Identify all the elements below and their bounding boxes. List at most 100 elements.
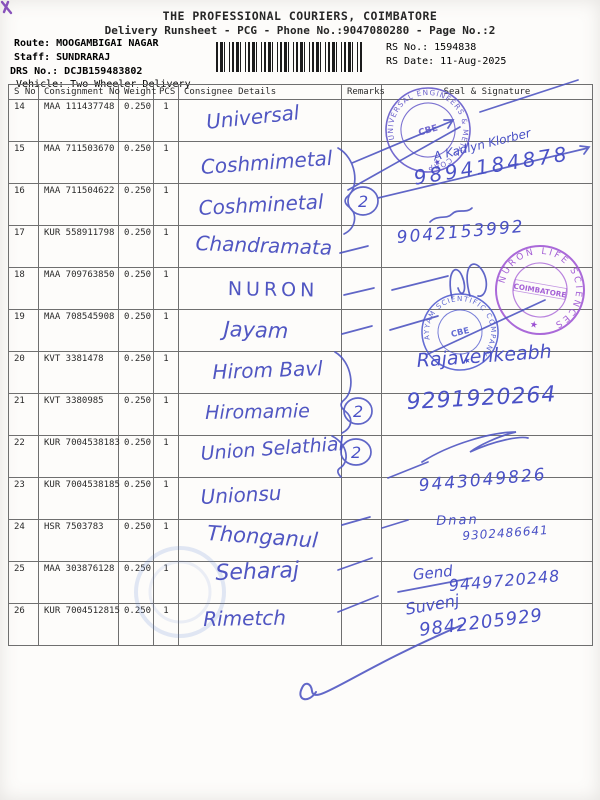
seal-cell — [382, 184, 593, 226]
weight-cell: 0.250 — [119, 352, 154, 394]
remarks-cell — [342, 142, 382, 184]
sno-cell: 19 — [9, 310, 39, 352]
pcs-cell: 1 — [154, 268, 179, 310]
drs-number: DRS No.: DCJB159483802 — [10, 66, 143, 77]
consignment-cell: MAA 711504622 — [39, 184, 119, 226]
weight-cell: 0.250 — [119, 562, 154, 604]
consignment-cell: HSR 7503783 — [39, 520, 119, 562]
staff-label: Staff: SUNDRARAJ — [14, 52, 111, 63]
star-icon: ★ — [433, 157, 442, 168]
star-icon: ★ — [463, 355, 472, 365]
remarks-cell — [342, 100, 382, 142]
remarks-cell — [342, 226, 382, 268]
pcs-cell: 1 — [154, 100, 179, 142]
sno-cell: 18 — [9, 268, 39, 310]
pcs-cell: 1 — [154, 394, 179, 436]
sno-cell: 17 — [9, 226, 39, 268]
col-header-sno: S No — [9, 85, 39, 100]
sno-cell: 26 — [9, 604, 39, 646]
seal-cell — [382, 310, 593, 352]
seal-cell — [382, 226, 593, 268]
consignee-cell — [179, 226, 342, 268]
remarks-cell — [342, 562, 382, 604]
weight-cell: 0.250 — [119, 310, 154, 352]
consignee-cell — [179, 520, 342, 562]
consignment-cell: MAA 709763850 — [39, 268, 119, 310]
remarks-cell — [342, 310, 382, 352]
pcs-cell: 1 — [154, 562, 179, 604]
remarks-cell — [342, 436, 382, 478]
weight-cell: 0.250 — [119, 142, 154, 184]
seal-cell — [382, 100, 593, 142]
pen-strokes — [0, 0, 591, 701]
consignee-cell — [179, 352, 342, 394]
consignment-cell: KUR 7004538185 — [39, 478, 120, 520]
pcs-cell: 1 — [154, 184, 179, 226]
consignment-cell: MAA 111437748 — [39, 100, 119, 142]
nuron-life-sciences-stamp: NURON LIFE SCIENCES COIMBATORE ★ — [491, 240, 590, 335]
consignment-cell: MAA 708545908 — [39, 310, 119, 352]
sno-cell: 15 — [9, 142, 39, 184]
weight-cell: 0.250 — [119, 436, 154, 478]
barcode — [216, 42, 362, 72]
consignee-cell — [179, 142, 342, 184]
consignment-cell: KVT 3381478 — [39, 352, 119, 394]
consignee-cell — [179, 394, 342, 436]
sno-cell: 25 — [9, 562, 39, 604]
pcs-cell: 1 — [154, 604, 179, 646]
consignee-cell — [179, 100, 342, 142]
remarks-cell — [342, 394, 382, 436]
weight-cell: 0.250 — [119, 520, 154, 562]
remarks-cell — [342, 268, 382, 310]
consignment-cell: KVT 3380985 — [39, 394, 119, 436]
page-subtitle: Delivery Runsheet - PCG - Phone No.:9047… — [104, 24, 496, 37]
weight-cell: 0.250 — [119, 226, 154, 268]
pcs-cell: 1 — [154, 310, 179, 352]
seal-cell — [382, 352, 593, 394]
consignee-cell — [179, 478, 342, 520]
consignment-cell: MAA 303876128 — [39, 562, 119, 604]
pcs-cell: 1 — [154, 142, 179, 184]
runsheet-table: S No Consignment No Weight PCS Consignee… — [8, 84, 593, 646]
consignment-cell: KUR 7004512815 — [39, 604, 120, 646]
weight-cell: 0.250 — [119, 100, 154, 142]
pcs-cell: 1 — [154, 436, 179, 478]
sno-cell: 23 — [9, 478, 39, 520]
weight-cell: 0.250 — [119, 268, 154, 310]
weight-cell: 0.250 — [119, 478, 154, 520]
weight-cell: 0.250 — [119, 394, 154, 436]
col-header-consignment: Consignment No — [39, 85, 120, 100]
pcs-cell: 1 — [154, 352, 179, 394]
consignee-cell — [179, 184, 342, 226]
consignee-cell — [179, 604, 342, 646]
col-header-pcs: PCS — [154, 85, 179, 100]
remarks-cell — [342, 352, 382, 394]
seal-cell — [382, 520, 593, 562]
pcs-cell: 1 — [154, 520, 179, 562]
sno-cell: 20 — [9, 352, 39, 394]
route-label: Route: MOOGAMBIGAI NAGAR — [14, 38, 159, 49]
col-header-weight: Weight — [119, 85, 157, 100]
star-icon: ★ — [529, 320, 539, 331]
rs-date: RS Date: 11-Aug-2025 — [386, 56, 507, 67]
col-header-consignee: Consignee Details — [179, 85, 342, 100]
seal-cell — [382, 478, 593, 520]
rs-number: RS No.: 1594838 — [386, 42, 477, 53]
pcs-cell: 1 — [154, 478, 179, 520]
consignment-cell: MAA 711503670 — [39, 142, 119, 184]
consignment-cell: KUR 558911798 — [39, 226, 119, 268]
pcs-cell: 1 — [154, 226, 179, 268]
col-header-seal: Seal & Signature — [382, 85, 593, 100]
seal-cell — [382, 604, 593, 646]
col-header-remarks: Remarks — [342, 85, 385, 100]
remarks-cell — [342, 184, 382, 226]
faint-ghost-stamp — [134, 546, 226, 638]
sno-cell: 16 — [9, 184, 39, 226]
seal-cell — [382, 268, 593, 310]
remarks-cell — [342, 604, 382, 646]
sno-cell: 22 — [9, 436, 39, 478]
consignee-cell — [179, 562, 342, 604]
consignee-cell — [179, 310, 342, 352]
